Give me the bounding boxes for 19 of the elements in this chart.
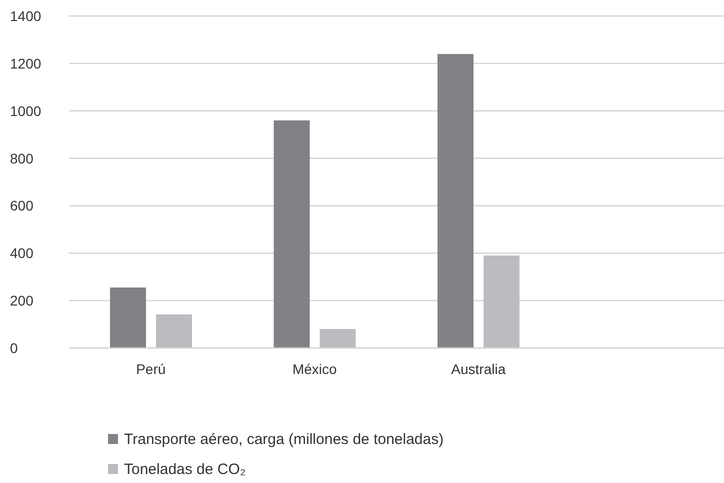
y-tick-label: 400 (10, 245, 34, 262)
bar (320, 329, 356, 348)
bar (110, 288, 146, 348)
y-tick-label: 200 (10, 292, 34, 309)
x-tick-label: México (292, 360, 338, 377)
y-tick-label: 800 (10, 150, 34, 166)
y-tick-label: 1000 (10, 102, 42, 119)
y-tick-label: 1200 (10, 55, 42, 72)
y-tick-label: 600 (10, 198, 34, 214)
y-tick-label: 0 (10, 340, 18, 356)
bar (274, 120, 310, 348)
x-tick-label: Australia (451, 360, 506, 377)
bar (438, 54, 474, 348)
bar (156, 314, 192, 348)
x-tick-label: Perú (136, 360, 166, 377)
bar (484, 256, 520, 348)
legend-label: Transporte aéreo, carga (millones de toneladas) (124, 430, 444, 448)
y-tick-label: 1400 (10, 8, 42, 24)
legend-label: Toneladas de CO₂ (124, 460, 246, 478)
